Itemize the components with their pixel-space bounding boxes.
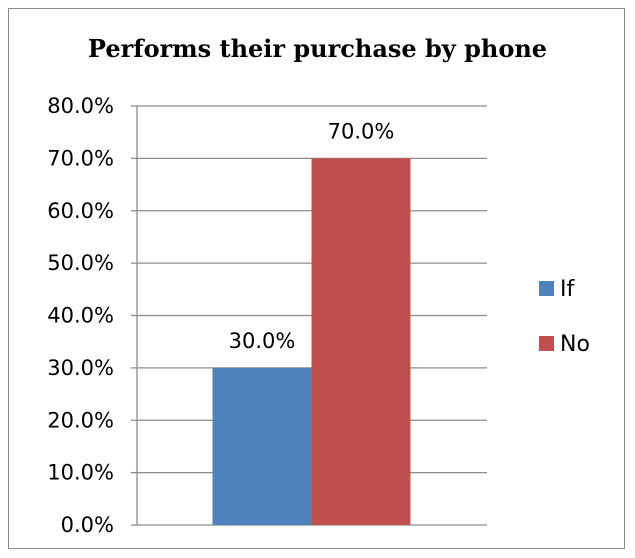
y-tick-label: 30.0% bbox=[47, 356, 114, 380]
y-tick-label: 40.0% bbox=[47, 304, 114, 328]
data-labels: 30.0% 70.0% bbox=[229, 119, 395, 353]
y-tick-label: 10.0% bbox=[47, 461, 114, 485]
data-label-no: 70.0% bbox=[328, 119, 395, 143]
y-tick-label: 60.0% bbox=[47, 199, 114, 223]
legend: If No bbox=[539, 277, 590, 357]
y-tick-label: 70.0% bbox=[47, 146, 114, 170]
bars bbox=[212, 158, 411, 525]
y-tick-label: 20.0% bbox=[47, 408, 114, 432]
legend-label-no: No bbox=[560, 332, 590, 357]
chart-title: Performs their purchase by phone bbox=[87, 34, 548, 63]
legend-swatch-if bbox=[539, 281, 554, 296]
bar-no bbox=[311, 158, 411, 525]
bar-if bbox=[212, 367, 312, 525]
data-label-if: 30.0% bbox=[229, 329, 296, 353]
legend-swatch-no bbox=[539, 336, 554, 351]
y-tick-label: 0.0% bbox=[61, 513, 114, 537]
y-tick-label: 50.0% bbox=[47, 251, 114, 275]
y-axis-tick-labels: 0.0% 10.0% 20.0% 30.0% 40.0% 50.0% 60.0% 70.0% 8… bbox=[47, 94, 114, 537]
legend-label-if: If bbox=[560, 277, 575, 302]
y-tick-label: 80.0% bbox=[47, 94, 114, 118]
